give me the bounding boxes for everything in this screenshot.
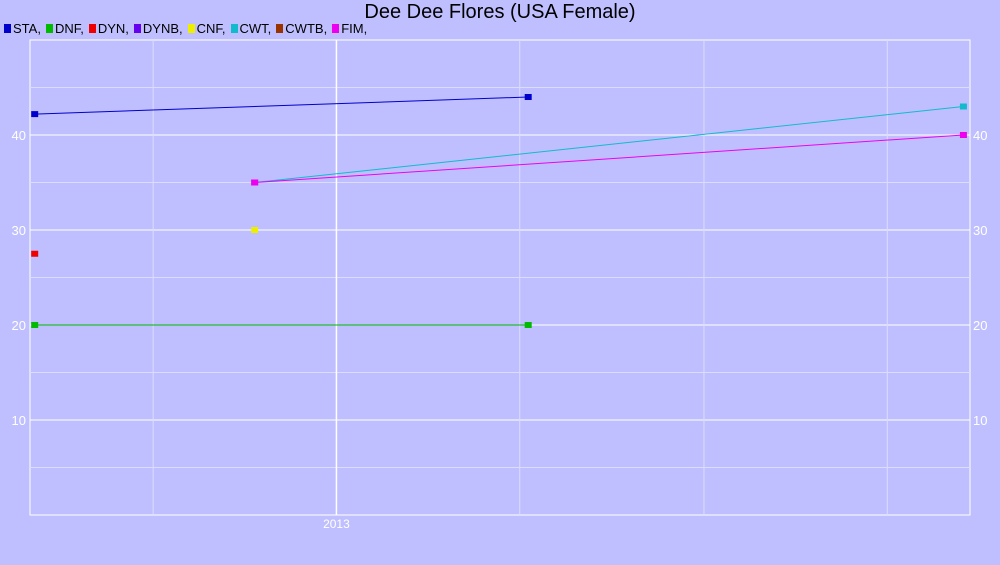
legend-label: DYN,: [97, 20, 129, 36]
legend-label: DNF,: [54, 20, 84, 36]
data-point-dnf: [524, 322, 532, 328]
y-tick-label-right: 10: [973, 413, 987, 428]
data-point-dnf: [31, 322, 39, 328]
legend-item-dyn: DYN,: [88, 20, 129, 36]
legend-item-fim: FIM,: [332, 21, 367, 36]
data-point-cnf: [251, 227, 259, 233]
legend-swatch: [133, 23, 141, 33]
legend-item-dnf: DNF,: [45, 20, 84, 36]
legend: STA, DNF, DYN, DYNB, CNF, CWT, CWTB, FIM,: [4, 20, 372, 36]
data-point-fim: [959, 132, 967, 138]
legend-swatch: [4, 23, 11, 33]
series-line-cwt: [254, 106, 964, 183]
y-tick-label-left: 20: [12, 318, 26, 333]
y-tick-label-left: 40: [12, 128, 26, 143]
legend-item-cnf: CNF,: [187, 20, 226, 36]
legend-item-dynb: DYNB,: [133, 20, 183, 36]
data-point-sta: [31, 111, 39, 118]
x-tick-label: 2013: [323, 517, 350, 531]
data-point-cwt: [959, 103, 967, 110]
legend-label: FIM,: [341, 20, 368, 36]
data-point-fim: [251, 179, 259, 186]
y-tick-label-left: 10: [12, 413, 26, 428]
legend-swatch: [230, 23, 238, 33]
data-point-dyn: [31, 250, 39, 257]
legend-item-cwt: CWT,: [230, 20, 272, 36]
data-point-sta: [524, 94, 532, 100]
legend-label: STA,: [13, 20, 41, 36]
legend-label: CWT,: [239, 20, 272, 36]
legend-item-sta: STA,: [4, 21, 41, 36]
series-line-sta: [34, 96, 529, 115]
legend-swatch: [276, 23, 284, 33]
legend-item-cwtb: CWTB,: [276, 21, 327, 36]
legend-swatch: [332, 23, 340, 33]
legend-label: CNF,: [196, 20, 226, 36]
legend-label: CWTB,: [285, 20, 328, 36]
y-tick-label-right: 30: [973, 223, 987, 238]
series-line-fim: [254, 134, 964, 183]
legend-swatch: [187, 23, 195, 33]
legend-swatch: [88, 23, 96, 33]
chart-title: Dee Dee Flores (USA Female): [364, 1, 636, 23]
y-tick-label-right: 20: [973, 318, 987, 333]
legend-label: DYNB,: [142, 20, 183, 36]
legend-swatch: [45, 23, 53, 33]
y-tick-label-left: 30: [12, 223, 26, 238]
y-tick-label-right: 40: [973, 128, 987, 143]
